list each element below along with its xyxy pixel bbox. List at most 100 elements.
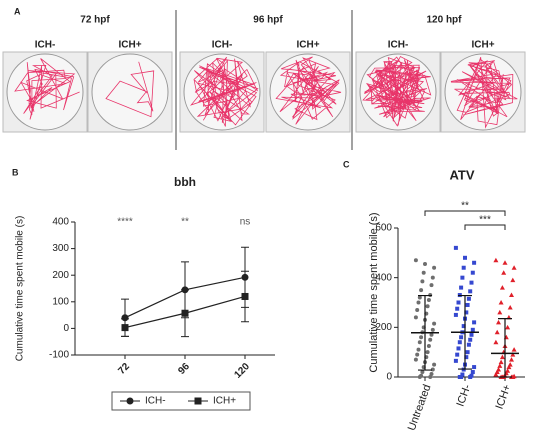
point <box>468 289 473 294</box>
point <box>417 340 422 345</box>
point <box>498 300 504 305</box>
condition-label: ICH- <box>35 40 56 51</box>
panel-label: A <box>14 6 21 16</box>
point <box>415 352 420 357</box>
significance: *** <box>479 215 491 226</box>
track <box>14 58 80 120</box>
point <box>453 245 458 250</box>
point <box>499 285 505 290</box>
point <box>464 310 469 315</box>
y-tick-label: -100 <box>49 350 69 361</box>
point <box>499 354 505 360</box>
point <box>459 285 464 290</box>
point <box>468 337 473 342</box>
panel-label: B <box>12 167 19 177</box>
legend-label: ICH- <box>145 396 166 407</box>
point <box>456 346 461 351</box>
point <box>464 355 469 360</box>
point <box>453 358 458 363</box>
point <box>413 357 418 362</box>
point <box>463 255 467 260</box>
point <box>428 337 433 342</box>
point <box>419 335 424 340</box>
x-tick-label: ICH+ <box>494 383 514 411</box>
track <box>275 56 342 125</box>
point <box>469 280 474 285</box>
y-tick-label: 0 <box>386 372 392 383</box>
y-tick-label: 300 <box>52 243 69 254</box>
point <box>432 265 437 270</box>
condition-label: ICH+ <box>296 40 319 51</box>
sd-bar <box>418 294 432 371</box>
group-title: 96 hpf <box>253 15 283 26</box>
point <box>457 375 462 379</box>
point <box>497 363 503 368</box>
point <box>466 342 471 347</box>
point <box>457 340 462 345</box>
annotation: **** <box>117 217 133 228</box>
bracket <box>424 210 506 216</box>
marker <box>121 314 129 322</box>
point <box>417 375 422 379</box>
y-axis-label: Cumulative time spent mobile (s) <box>15 216 26 362</box>
point <box>413 258 418 263</box>
group-title: 120 hpf <box>426 15 462 26</box>
significance: ** <box>461 201 469 212</box>
point <box>494 329 500 335</box>
point <box>505 324 511 330</box>
y-tick-label: 100 <box>52 296 69 307</box>
point <box>455 352 460 357</box>
point <box>429 283 434 288</box>
condition-label: ICH- <box>388 40 409 51</box>
point <box>472 320 477 325</box>
point <box>415 307 420 312</box>
point <box>413 315 418 320</box>
point <box>498 359 504 365</box>
point <box>461 324 466 329</box>
point <box>507 304 513 310</box>
point <box>469 332 474 337</box>
point <box>453 312 458 317</box>
point <box>493 257 499 263</box>
point <box>456 300 461 305</box>
point <box>420 279 425 284</box>
y-axis-label: Cumulative time spent mobile (s) <box>368 212 380 372</box>
legend-marker <box>126 397 134 405</box>
x-tick-label: ICH- <box>455 383 474 409</box>
point <box>472 365 477 370</box>
y-tick-label: 600 <box>375 223 392 234</box>
y-tick-label: 0 <box>63 323 69 334</box>
annotation: ns <box>240 217 251 228</box>
track <box>450 56 518 129</box>
group-title: 72 hpf <box>80 15 110 26</box>
point <box>470 270 475 275</box>
point <box>465 350 470 355</box>
point <box>459 335 464 340</box>
bracket <box>464 224 506 230</box>
condition-label: ICH+ <box>118 40 141 51</box>
point <box>417 295 422 300</box>
x-tick-label: 72 <box>116 361 132 377</box>
point <box>430 327 435 332</box>
point <box>470 370 475 375</box>
point <box>432 321 437 326</box>
dish <box>91 53 169 131</box>
point <box>509 292 514 298</box>
sd-bar <box>498 318 512 378</box>
legend-label: ICH+ <box>213 396 236 407</box>
legend-box <box>111 391 251 411</box>
sd-bar <box>458 294 472 370</box>
y-tick-label: 200 <box>52 270 69 281</box>
point <box>470 327 475 332</box>
point <box>428 375 433 379</box>
point <box>511 265 517 270</box>
point <box>468 375 473 379</box>
marker <box>121 324 129 332</box>
point <box>460 275 465 280</box>
point <box>421 270 426 275</box>
point <box>429 332 434 337</box>
condition-label: ICH- <box>212 40 233 51</box>
y-tick-label: 400 <box>375 272 392 283</box>
annotation: ** <box>181 217 189 228</box>
